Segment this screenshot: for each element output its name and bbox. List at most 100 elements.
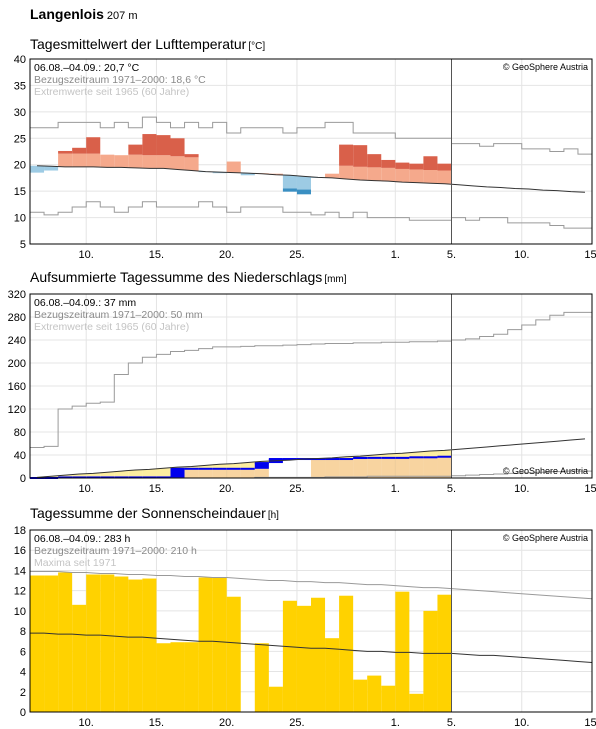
sunshine-bar: [58, 572, 73, 712]
sunshine-bar: [156, 643, 171, 712]
reference-line: [30, 632, 593, 663]
sun-title: Tagessumme der Sonnenscheindauer: [30, 505, 266, 521]
precip-deficit-area: [395, 453, 410, 458]
sunshine-bar: [44, 575, 59, 712]
sunshine-bar: [268, 686, 283, 712]
precip-deficit-area: [437, 450, 452, 457]
info-line: Bezugszeitraum 1971–2000: 210 h: [34, 545, 197, 557]
y-tick-label: 14: [14, 565, 26, 577]
sunshine-bar: [142, 578, 157, 712]
precip-deficit-area: [339, 456, 354, 460]
temp-bar: [170, 156, 185, 170]
precip-panel-title: Aufsummierte Tagessumme des Niederschlag…: [30, 269, 347, 285]
temp-bar-strong: [128, 144, 143, 155]
sunshine-bar: [170, 642, 185, 712]
temp-bar: [409, 169, 424, 183]
temp-bar: [325, 173, 340, 178]
temp-bar-strong: [58, 150, 73, 154]
precip-jump: [170, 468, 185, 478]
temp-bar-strong: [423, 156, 438, 170]
sunshine-bar: [423, 610, 438, 712]
temp-bar: [282, 175, 297, 189]
sunshine-bar: [128, 579, 143, 712]
y-tick-label: 10: [14, 213, 26, 225]
temp-bar-strong: [339, 144, 354, 166]
precip-deficit-area: [100, 472, 115, 478]
precip-observed-area: [212, 468, 227, 478]
x-tick-label: 1.: [391, 249, 400, 261]
precip-observed-area: [184, 468, 199, 478]
precip-deficit-area: [72, 473, 87, 478]
y-tick-label: 280: [8, 312, 26, 324]
precip-jump: [254, 463, 269, 469]
x-tick-label: 20.: [219, 717, 234, 729]
precip-deficit-area: [409, 452, 424, 458]
precip-deficit-area: [198, 465, 213, 469]
y-tick-label: 18: [14, 525, 26, 537]
precip-deficit-area: [156, 468, 171, 478]
station-name: Langenlois: [30, 6, 104, 22]
precip-deficit-area: [240, 462, 255, 469]
sunshine-bar: [30, 575, 45, 712]
max-extreme-line: [30, 570, 593, 600]
sunshine-bar: [311, 597, 326, 712]
temp-bar: [395, 168, 410, 183]
temp-bar: [114, 155, 129, 168]
sunshine-bar: [212, 577, 227, 712]
max-extreme-line-forecast: [451, 311, 592, 341]
y-tick-label: 80: [14, 427, 26, 439]
sunshine-bar: [381, 685, 396, 712]
sunshine-bar: [282, 600, 297, 712]
sunshine-bar: [296, 605, 311, 712]
temp-title: Tagesmittelwert der Lufttemperatur: [30, 36, 247, 52]
precip-unit: [mm]: [324, 274, 347, 285]
temp-bar: [100, 154, 115, 168]
precip-observed-area: [311, 459, 326, 478]
temp-bar: [184, 157, 199, 171]
x-tick-label: 15.: [584, 483, 596, 495]
sunshine-bar: [86, 574, 101, 712]
y-tick-label: 120: [8, 404, 26, 416]
precip-observed-area: [367, 457, 382, 478]
y-tick-label: 320: [8, 289, 26, 301]
precip-deficit-area: [114, 471, 129, 478]
x-tick-label: 10.: [79, 249, 94, 261]
temp-bar: [128, 154, 143, 168]
copyright-label: © GeoSphere Austria: [503, 466, 588, 476]
info-line: 06.08.–04.09.: 37 mm: [34, 297, 136, 309]
precip-deficit-area: [226, 463, 241, 469]
temp-bar: [86, 153, 101, 167]
sun-unit: [h]: [267, 510, 279, 521]
sunshine-bar: [325, 638, 340, 712]
plot-frame: [29, 529, 593, 713]
precip-deficit-area: [58, 475, 73, 478]
temp-bar-strong: [86, 137, 101, 154]
temp-bar: [30, 165, 45, 173]
temp-bar: [353, 166, 368, 181]
temp-bar-strong: [353, 145, 368, 167]
x-tick-label: 1.: [391, 717, 400, 729]
reference-line: [36, 438, 586, 478]
x-tick-label: 15.: [149, 249, 164, 261]
temp-bar: [72, 153, 87, 167]
precip-deficit-area: [184, 466, 199, 469]
info-line: 06.08.–04.09.: 283 h: [34, 533, 130, 545]
temp-bar-strong: [184, 154, 199, 158]
temp-bar-strong: [156, 135, 171, 156]
temp-bar: [212, 172, 227, 174]
x-tick-label: 5.: [447, 483, 456, 495]
temp-bar-strong: [395, 162, 410, 169]
y-tick-label: 40: [14, 54, 26, 66]
precip-observed-area: [353, 457, 368, 478]
temp-bar: [240, 173, 255, 176]
precip-observed-area: [437, 456, 452, 478]
temp-bar-strong: [409, 163, 424, 170]
station-elevation: 207 m: [106, 10, 138, 22]
max-extreme-line: [30, 340, 452, 449]
x-tick-label: 1.: [391, 483, 400, 495]
x-tick-label: 20.: [219, 249, 234, 261]
y-tick-label: 15: [14, 186, 26, 198]
precip-observed-area: [381, 457, 396, 478]
sunshine-bar: [254, 643, 269, 712]
